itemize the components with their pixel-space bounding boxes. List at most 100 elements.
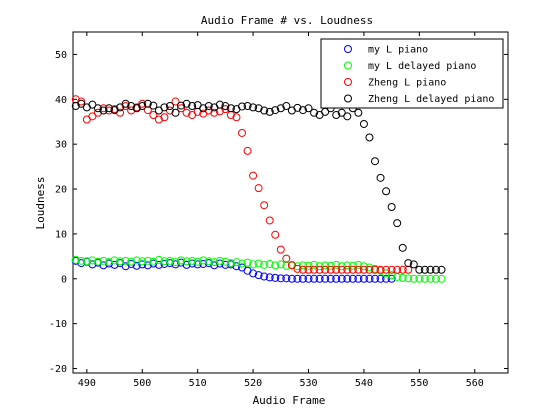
data-point-my-l-piano	[271, 273, 280, 282]
data-point-zheng-l-delayed-piano	[437, 265, 446, 274]
data-point-zheng-l-delayed-piano	[343, 112, 352, 121]
data-point-zheng-l-delayed-piano	[431, 265, 440, 274]
data-point-my-l-piano	[337, 274, 346, 283]
data-point-my-l-piano	[177, 258, 186, 267]
data-point-zheng-l-piano	[93, 108, 102, 117]
data-point-my-l-delayed-piano	[298, 261, 307, 270]
data-point-zheng-l-delayed-piano	[160, 103, 169, 112]
data-point-zheng-l-delayed-piano	[99, 106, 108, 115]
data-point-zheng-l-delayed-piano	[177, 101, 186, 110]
data-point-zheng-l-piano	[332, 265, 341, 274]
data-point-my-l-piano	[215, 259, 224, 268]
data-point-zheng-l-piano	[138, 99, 147, 108]
y-tick-label: -10	[49, 319, 67, 330]
data-point-my-l-piano	[298, 274, 307, 283]
data-point-my-l-piano	[371, 274, 380, 283]
data-point-my-l-delayed-piano	[415, 274, 424, 283]
data-point-my-l-delayed-piano	[398, 273, 407, 282]
data-point-zheng-l-piano	[321, 265, 330, 274]
data-point-zheng-l-delayed-piano	[298, 106, 307, 115]
legend-marker-my-l-delayed-piano	[344, 61, 352, 70]
data-point-my-l-piano	[188, 259, 197, 268]
data-point-zheng-l-piano	[249, 171, 258, 180]
data-point-zheng-l-piano	[382, 265, 391, 274]
data-point-my-l-delayed-piano	[210, 258, 219, 267]
data-point-zheng-l-delayed-piano	[365, 133, 374, 142]
data-point-zheng-l-piano	[376, 265, 385, 274]
data-point-zheng-l-piano	[143, 106, 152, 115]
data-point-my-l-delayed-piano	[204, 257, 213, 266]
data-point-my-l-delayed-piano	[321, 261, 330, 270]
data-point-zheng-l-delayed-piano	[138, 102, 147, 111]
data-point-zheng-l-piano	[265, 216, 274, 225]
legend-label-zheng-l-piano: Zheng L piano	[368, 78, 446, 89]
data-point-my-l-delayed-piano	[221, 257, 230, 266]
data-point-my-l-piano	[387, 274, 396, 283]
data-point-my-l-piano	[138, 260, 147, 269]
data-point-my-l-piano	[221, 260, 230, 269]
y-tick-label: 30	[55, 140, 67, 151]
series-zheng-l-delayed-piano	[71, 99, 446, 274]
data-point-zheng-l-piano	[337, 265, 346, 274]
legend-label-my-l-delayed-piano: my L delayed piano	[368, 61, 476, 72]
data-point-zheng-l-delayed-piano	[105, 104, 114, 113]
data-point-my-l-piano	[121, 262, 130, 271]
data-point-zheng-l-piano	[154, 115, 163, 124]
data-point-my-l-delayed-piano	[160, 257, 169, 266]
data-point-my-l-delayed-piano	[93, 257, 102, 266]
data-point-my-l-piano	[332, 274, 341, 283]
data-point-zheng-l-piano	[387, 265, 396, 274]
data-point-zheng-l-delayed-piano	[276, 104, 285, 113]
data-point-my-l-delayed-piano	[271, 261, 280, 270]
data-point-zheng-l-piano	[282, 254, 291, 263]
data-point-my-l-delayed-piano	[177, 256, 186, 265]
data-point-my-l-delayed-piano	[110, 256, 119, 265]
data-point-zheng-l-delayed-piano	[304, 104, 313, 113]
data-point-zheng-l-delayed-piano	[426, 265, 435, 274]
data-point-zheng-l-piano	[177, 104, 186, 113]
data-point-zheng-l-delayed-piano	[415, 265, 424, 274]
data-point-zheng-l-piano	[243, 146, 252, 155]
x-tick-label: 530	[299, 378, 317, 389]
data-point-my-l-delayed-piano	[332, 260, 341, 269]
data-point-zheng-l-piano	[171, 97, 180, 106]
x-axis-label: Audio Frame	[253, 394, 326, 407]
data-point-my-l-delayed-piano	[343, 261, 352, 270]
data-point-my-l-delayed-piano	[105, 258, 114, 267]
data-point-zheng-l-delayed-piano	[238, 102, 247, 111]
data-point-zheng-l-piano	[99, 104, 108, 113]
data-point-my-l-piano	[282, 274, 291, 283]
data-point-my-l-delayed-piano	[215, 256, 224, 265]
data-point-my-l-delayed-piano	[127, 257, 136, 266]
data-point-zheng-l-piano	[310, 265, 319, 274]
x-tick-label: 510	[189, 378, 207, 389]
data-point-my-l-piano	[249, 269, 258, 278]
data-point-my-l-delayed-piano	[232, 258, 241, 267]
data-point-my-l-piano	[382, 274, 391, 283]
data-point-zheng-l-delayed-piano	[71, 102, 80, 111]
data-point-my-l-delayed-piano	[431, 274, 440, 283]
data-point-my-l-delayed-piano	[365, 263, 374, 272]
data-point-my-l-delayed-piano	[265, 259, 274, 268]
data-point-zheng-l-delayed-piano	[121, 99, 130, 108]
legend-label-my-l-piano: my L piano	[368, 45, 428, 56]
data-point-zheng-l-piano	[276, 245, 285, 254]
data-point-zheng-l-delayed-piano	[165, 102, 174, 111]
data-point-my-l-delayed-piano	[260, 260, 269, 269]
data-point-zheng-l-piano	[398, 265, 407, 274]
data-point-zheng-l-piano	[271, 230, 280, 239]
data-point-my-l-delayed-piano	[199, 256, 208, 265]
data-point-zheng-l-delayed-piano	[143, 99, 152, 108]
data-point-my-l-delayed-piano	[354, 260, 363, 269]
legend-entry-zheng-l-piano: Zheng L piano	[344, 78, 446, 89]
legend-marker-zheng-l-piano	[344, 78, 352, 86]
data-point-zheng-l-piano	[121, 102, 130, 111]
data-point-my-l-piano	[210, 261, 219, 270]
y-tick-label: 40	[55, 95, 67, 106]
data-point-zheng-l-piano	[88, 112, 97, 121]
legend-marker-zheng-l-delayed-piano	[344, 94, 352, 103]
data-point-zheng-l-piano	[293, 264, 302, 273]
data-point-my-l-piano	[265, 273, 274, 282]
x-tick-label: 490	[78, 378, 96, 389]
data-point-my-l-delayed-piano	[138, 257, 147, 266]
